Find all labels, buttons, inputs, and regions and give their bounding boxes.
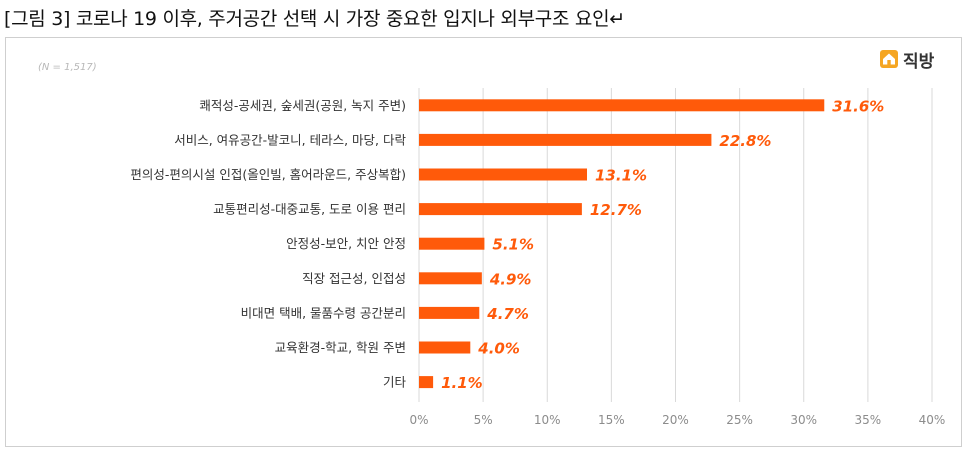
- x-tick-label: 25%: [726, 413, 753, 427]
- x-tick-label: 10%: [534, 413, 561, 427]
- value-label: 31.6%: [832, 97, 884, 115]
- logo-text: 직방: [903, 51, 935, 72]
- chart-frame: [5, 37, 962, 447]
- figure-caption: [그림 3] 코로나 19 이후, 주거공간 선택 시 가장 중요한 입지나 외…: [4, 8, 625, 30]
- category-label: 기타: [383, 375, 407, 390]
- value-label: 5.1%: [492, 236, 534, 254]
- category-label: 안정성-보안, 치안 안정: [286, 236, 406, 251]
- x-tick-label: 0%: [409, 413, 428, 427]
- bar: [419, 203, 582, 216]
- category-label: 직장 접근성, 인접성: [302, 271, 406, 286]
- category-label: 교육환경-학교, 학원 주변: [275, 340, 406, 355]
- house-logo-icon: [880, 50, 898, 68]
- bar: [419, 133, 712, 146]
- x-tick-label: 30%: [790, 413, 817, 427]
- value-label: 4.7%: [486, 305, 529, 323]
- x-axis-tick-labels: 0% 5% 10% 15% 20% 25% 30% 35% 40%: [409, 413, 945, 427]
- x-tick-label: 5%: [474, 413, 493, 427]
- value-label: 12.7%: [590, 201, 642, 219]
- category-label: 쾌적성-공세권, 숲세권(공원, 녹지 주변): [199, 98, 406, 113]
- bar: [419, 272, 482, 285]
- bar: [419, 306, 480, 319]
- category-labels: 쾌적성-공세권, 숲세권(공원, 녹지 주변) 서비스, 여유공간-발코니, 테라…: [130, 98, 406, 390]
- value-label: 4.0%: [477, 340, 520, 358]
- zigbang-logo: 직방: [879, 46, 934, 72]
- value-labels: 31.6% 22.8% 13.1% 12.7% 5.1% 4.9% 4.7% 4.0% 1.1%: [441, 97, 884, 392]
- value-label: 4.9%: [489, 270, 532, 288]
- bar: [419, 376, 434, 389]
- sample-size-label: (N = 1,517): [38, 62, 97, 73]
- value-label: 22.8%: [719, 132, 771, 150]
- bar: [419, 168, 588, 181]
- x-tick-label: 40%: [919, 413, 946, 427]
- value-label: 1.1%: [441, 374, 483, 392]
- x-tick-label: 15%: [598, 413, 625, 427]
- bar: [419, 237, 485, 250]
- value-label: 13.1%: [595, 167, 647, 185]
- x-tick-label: 35%: [855, 413, 882, 427]
- category-label: 교통편리성-대중교통, 도로 이용 편리: [213, 202, 406, 217]
- x-tick-label: 20%: [662, 413, 689, 427]
- category-label: 비대면 택배, 물품수령 공간분리: [241, 305, 406, 320]
- bar: [419, 341, 471, 354]
- bars: [419, 99, 825, 389]
- bar: [419, 99, 825, 112]
- category-label: 서비스, 여유공간-발코니, 테라스, 마당, 다락: [174, 132, 406, 147]
- category-label: 편의성-편의시설 인접(올인빌, 홈어라운드, 주상복합): [130, 167, 406, 182]
